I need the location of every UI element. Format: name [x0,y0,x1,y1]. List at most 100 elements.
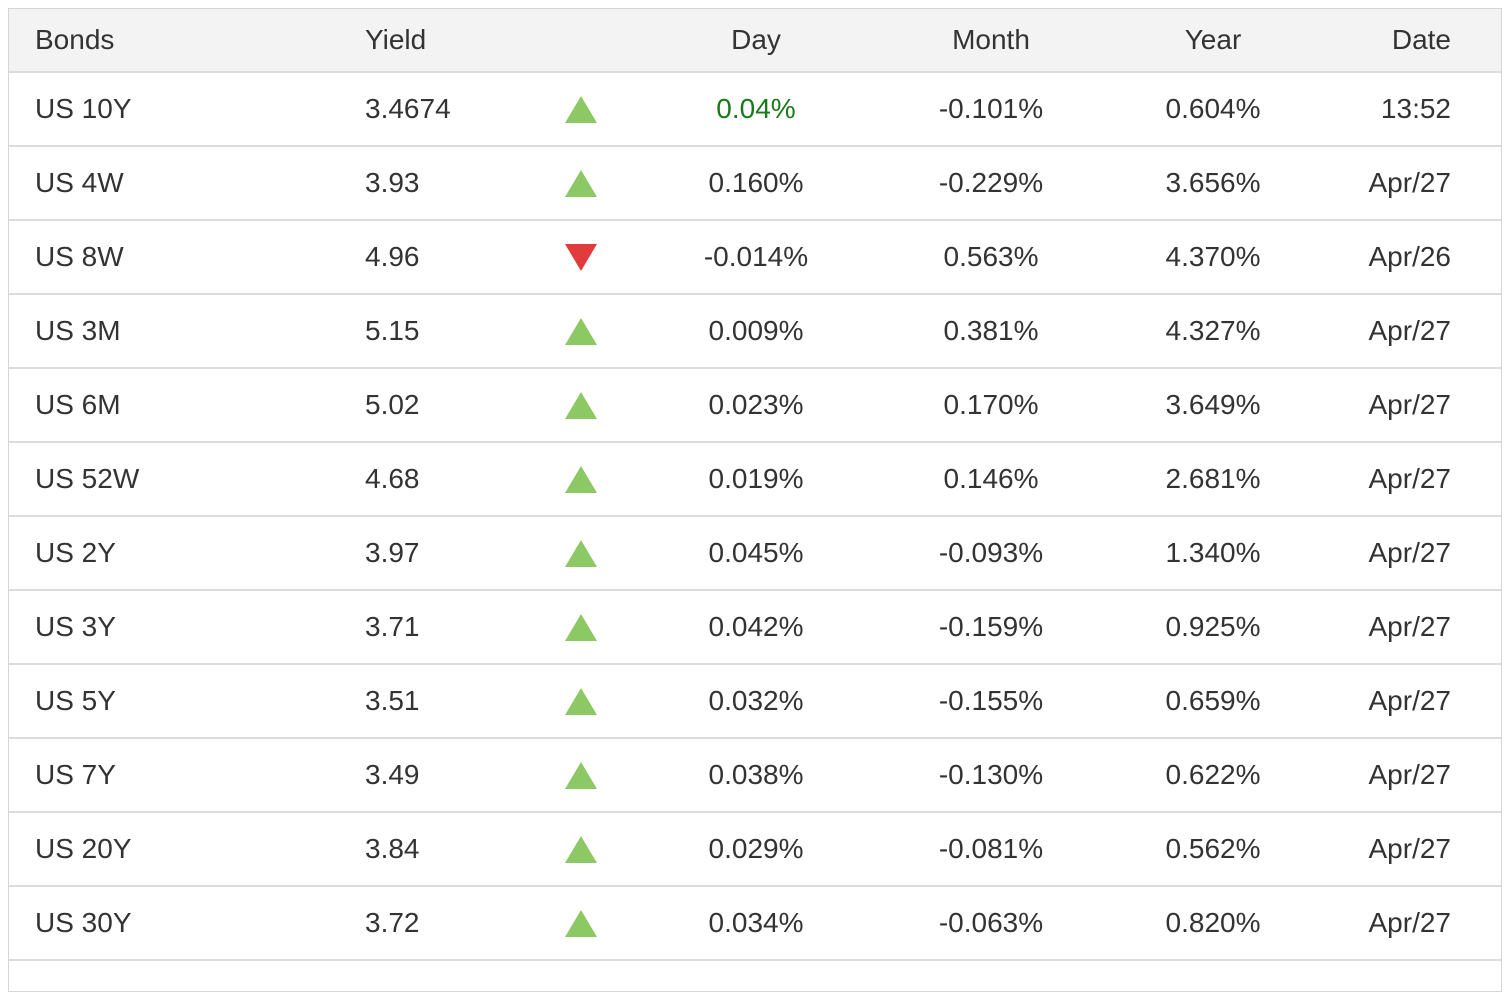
table-row[interactable]: US 2Y 3.97 0.045% -0.093% 1.340% Apr/27 [9,517,1501,591]
header-date: Date [1391,24,1451,55]
table-row[interactable]: US 8W 4.96 -0.014% 0.563% 4.370% Apr/26 [9,221,1501,295]
table-row[interactable]: US 5Y 3.51 0.032% -0.155% 0.659% Apr/27 [9,665,1501,739]
yield-cell: 3.71 [365,611,420,642]
change-direction-cell [479,243,683,271]
table-row[interactable]: US 52W 4.68 0.019% 0.146% 2.681% Apr/27 [9,443,1501,517]
bond-name-cell: US 2Y [35,537,116,568]
triangle-up-icon [565,465,597,493]
header-bonds: Bonds [35,24,115,55]
yield-cell: 5.02 [365,389,420,420]
month-change-cell: -0.081% [938,833,1044,864]
change-direction-cell [479,539,683,567]
triangle-up-icon [565,613,597,641]
table-row[interactable]: US 30Y 3.72 0.034% -0.063% 0.820% Apr/27 [9,887,1501,961]
year-change-cell: 3.649% [1165,389,1261,420]
table-row[interactable]: US 6M 5.02 0.023% 0.170% 3.649% Apr/27 [9,369,1501,443]
change-direction-cell [479,761,683,789]
date-cell: Apr/27 [1368,389,1452,420]
month-change-cell: 0.563% [943,241,1039,272]
year-change-cell: 0.659% [1165,685,1261,716]
date-cell: Apr/26 [1368,241,1452,272]
change-direction-cell [479,169,683,197]
header-day: Day [731,24,781,55]
triangle-up-icon [565,761,597,789]
change-direction-cell [479,687,683,715]
day-change-cell: 0.029% [708,833,804,864]
table-row[interactable]: US 7Y 3.49 0.038% -0.130% 0.622% Apr/27 [9,739,1501,813]
table-header-row: Bonds Yield Day Month Year Date [9,9,1501,73]
date-cell: Apr/27 [1368,315,1452,346]
triangle-up-icon [565,317,597,345]
month-change-cell: 0.381% [943,315,1039,346]
date-cell: Apr/27 [1368,685,1452,716]
header-yield: Yield [365,24,427,55]
table-row[interactable]: US 10Y 3.4674 0.04% -0.101% 0.604% 13:52 [9,73,1501,147]
bond-name-cell: US 52W [35,463,140,494]
day-change-cell: 0.032% [708,685,804,716]
bond-name-cell: US 10Y [35,93,132,124]
day-change-cell: 0.042% [708,611,804,642]
date-cell: Apr/27 [1368,833,1452,864]
bond-name-cell: US 6M [35,389,121,420]
date-cell: Apr/27 [1368,537,1452,568]
year-change-cell: 3.656% [1165,167,1261,198]
bond-name-cell: US 20Y [35,833,132,864]
header-year: Year [1184,24,1242,55]
triangle-up-icon [565,539,597,567]
change-direction-cell [479,465,683,493]
day-change-cell: 0.019% [708,463,804,494]
yield-cell: 3.97 [365,537,420,568]
bond-name-cell: US 4W [35,167,124,198]
change-direction-cell [479,909,683,937]
month-change-cell: -0.229% [938,167,1044,198]
year-change-cell: 0.622% [1165,759,1261,790]
table-row-partial [9,961,1501,991]
triangle-up-icon [565,95,597,123]
yield-cell: 3.4674 [365,93,451,124]
date-cell: Apr/27 [1368,167,1452,198]
year-change-cell: 0.820% [1165,907,1261,938]
bond-name-cell: US 7Y [35,759,116,790]
triangle-up-icon [565,687,597,715]
change-direction-cell [479,835,683,863]
change-direction-cell [479,391,683,419]
month-change-cell: 0.170% [943,389,1039,420]
year-change-cell: 0.604% [1165,93,1261,124]
yield-cell: 3.93 [365,167,420,198]
change-direction-cell [479,613,683,641]
day-change-cell: 0.034% [708,907,804,938]
table-body: US 10Y 3.4674 0.04% -0.101% 0.604% 13:52… [9,73,1501,961]
date-cell: Apr/27 [1368,611,1452,642]
yield-cell: 3.84 [365,833,420,864]
table-row[interactable]: US 20Y 3.84 0.029% -0.081% 0.562% Apr/27 [9,813,1501,887]
month-change-cell: -0.093% [938,537,1044,568]
table-row[interactable]: US 4W 3.93 0.160% -0.229% 3.656% Apr/27 [9,147,1501,221]
bond-name-cell: US 8W [35,241,124,272]
year-change-cell: 1.340% [1165,537,1261,568]
year-change-cell: 0.562% [1165,833,1261,864]
day-change-cell: 0.04% [716,93,796,124]
bond-name-cell: US 3Y [35,611,116,642]
bonds-table: Bonds Yield Day Month Year Date US 10Y 3… [8,8,1502,992]
month-change-cell: -0.130% [938,759,1044,790]
change-direction-cell [479,95,683,123]
year-change-cell: 0.925% [1165,611,1261,642]
date-cell: 13:52 [1380,93,1451,124]
month-change-cell: -0.063% [938,907,1044,938]
day-change-cell: 0.023% [708,389,804,420]
bond-name-cell: US 30Y [35,907,132,938]
triangle-up-icon [565,909,597,937]
date-cell: Apr/27 [1368,907,1452,938]
triangle-up-icon [565,835,597,863]
yield-cell: 4.96 [365,241,420,272]
yield-cell: 4.68 [365,463,420,494]
table-row[interactable]: US 3Y 3.71 0.042% -0.159% 0.925% Apr/27 [9,591,1501,665]
year-change-cell: 4.327% [1165,315,1261,346]
table-row[interactable]: US 3M 5.15 0.009% 0.381% 4.327% Apr/27 [9,295,1501,369]
date-cell: Apr/27 [1368,759,1452,790]
yield-cell: 3.72 [365,907,420,938]
date-cell: Apr/27 [1368,463,1452,494]
day-change-cell: 0.160% [708,167,804,198]
day-change-cell: 0.038% [708,759,804,790]
triangle-up-icon [565,391,597,419]
